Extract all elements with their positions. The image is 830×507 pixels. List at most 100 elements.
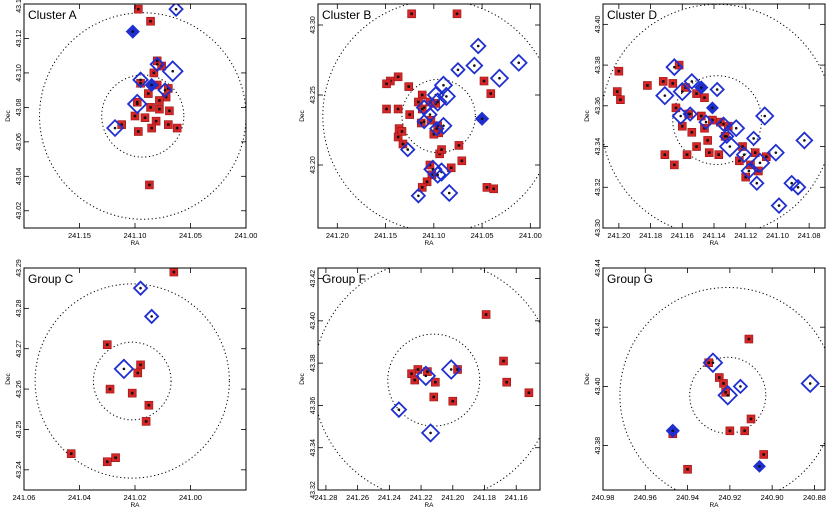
x-tick-label: 241.00 <box>519 231 542 240</box>
point-center-dot <box>688 112 692 116</box>
y-axis-label: Dec <box>5 372 12 384</box>
point-center-dot <box>149 106 152 109</box>
radius-circle-2 <box>39 12 246 220</box>
circles-group <box>619 286 825 490</box>
blue-diamond-point <box>727 119 746 138</box>
y-tick-label: 43.14 <box>16 0 23 13</box>
blue-diamond-mark <box>132 280 149 296</box>
red-square-point <box>149 68 159 78</box>
point-center-dot <box>774 151 778 154</box>
point-center-dot <box>429 431 432 435</box>
blue-diamond-point <box>161 60 184 83</box>
panel-title: Group F <box>322 272 366 286</box>
red-square-point <box>643 81 652 90</box>
blue-diamond-point <box>390 401 408 419</box>
point-center-dot <box>505 380 508 384</box>
point-center-dot <box>445 95 448 98</box>
point-center-dot <box>396 135 400 139</box>
red-square-point <box>144 400 154 410</box>
point-center-dot <box>436 100 439 104</box>
y-tick-label: 43.38 <box>310 354 317 372</box>
point-center-dot <box>663 153 667 156</box>
point-center-dot <box>715 88 719 91</box>
point-center-dot <box>726 393 730 397</box>
point-center-dot <box>722 122 725 126</box>
radius-circle-1 <box>92 341 172 421</box>
point-center-dot <box>139 286 142 290</box>
blue-diamond-mark <box>770 197 788 215</box>
point-center-dot <box>685 153 689 156</box>
point-center-dot <box>113 126 117 130</box>
circles-group <box>34 283 230 479</box>
blue-diamond-point <box>718 135 741 158</box>
y-tick-label: 43.30 <box>310 16 317 34</box>
panel-title: Cluster A <box>28 8 77 22</box>
panel-title: Group G <box>607 272 653 286</box>
y-tick-label: 43.04 <box>16 167 23 185</box>
point-center-dot <box>646 84 649 87</box>
blue-diamond-point <box>770 197 788 215</box>
x-tick-label: 241.20 <box>326 231 349 240</box>
blue-diamond-mark <box>683 72 701 90</box>
x-tick-label: 241.20 <box>441 493 464 502</box>
red-square-point <box>660 150 670 159</box>
point-center-dot <box>485 186 489 189</box>
x-tick-label: 241.10 <box>124 231 147 240</box>
y-tick-label: 43.06 <box>16 133 23 151</box>
point-center-dot <box>803 139 806 142</box>
point-center-dot <box>430 173 434 177</box>
red-square-point <box>144 89 153 98</box>
x-tick-label: 241.10 <box>422 231 445 240</box>
point-center-dot <box>69 452 73 455</box>
x-tick-label: 241.16 <box>505 493 528 502</box>
point-center-dot <box>385 107 388 111</box>
x-tick-label: 241.08 <box>798 231 821 240</box>
red-square-point <box>692 142 701 151</box>
x-tick-label: 241.10 <box>766 231 789 240</box>
point-center-dot <box>163 88 167 92</box>
point-center-dot <box>407 85 411 88</box>
point-center-dot <box>744 175 748 179</box>
red-square-point <box>750 148 760 157</box>
red-square-point <box>147 123 156 133</box>
point-center-dot <box>147 92 150 95</box>
blue-diamond-point <box>718 128 735 145</box>
y-tick-label: 43.08 <box>16 99 23 117</box>
x-tick-label: 241.15 <box>68 231 91 240</box>
point-center-dot <box>673 65 676 69</box>
y-tick-label: 43.25 <box>310 86 317 104</box>
point-center-dot <box>152 71 156 75</box>
point-center-dot <box>150 315 153 318</box>
point-center-dot <box>425 180 429 184</box>
red-square-point <box>151 116 161 126</box>
point-center-dot <box>615 90 619 93</box>
blue-diamond-mark <box>709 81 725 98</box>
red-square-point <box>102 457 112 467</box>
red-square-point <box>746 414 756 424</box>
blue-diamond-mark <box>671 106 690 126</box>
red-square-point <box>502 377 512 387</box>
x-tick-label: 240.90 <box>761 493 784 502</box>
y-tick-label: 43.29 <box>16 259 23 277</box>
point-center-dot <box>442 124 445 128</box>
blue-diamond-point <box>789 178 807 196</box>
point-center-dot <box>435 127 439 130</box>
x-tick-label: 241.26 <box>346 493 369 502</box>
x-tick-label: 241.06 <box>13 493 36 502</box>
point-center-dot <box>131 30 135 33</box>
point-center-dot <box>150 83 153 87</box>
point-center-dot <box>175 126 179 130</box>
blue-diamond-point <box>717 384 739 406</box>
point-center-dot <box>428 163 432 167</box>
point-center-dot <box>158 107 161 111</box>
blue-diamond-mark <box>149 56 165 73</box>
x-tick-label: 240.92 <box>718 493 741 502</box>
point-center-dot <box>456 368 459 371</box>
blue-diamond-point <box>410 188 427 204</box>
y-axis-label: Dec <box>299 109 306 121</box>
point-center-dot <box>431 167 435 171</box>
point-center-dot <box>473 64 476 67</box>
radius-circle-2 <box>619 286 825 490</box>
point-center-dot <box>417 100 420 104</box>
x-tick-label: 241.00 <box>179 493 202 502</box>
